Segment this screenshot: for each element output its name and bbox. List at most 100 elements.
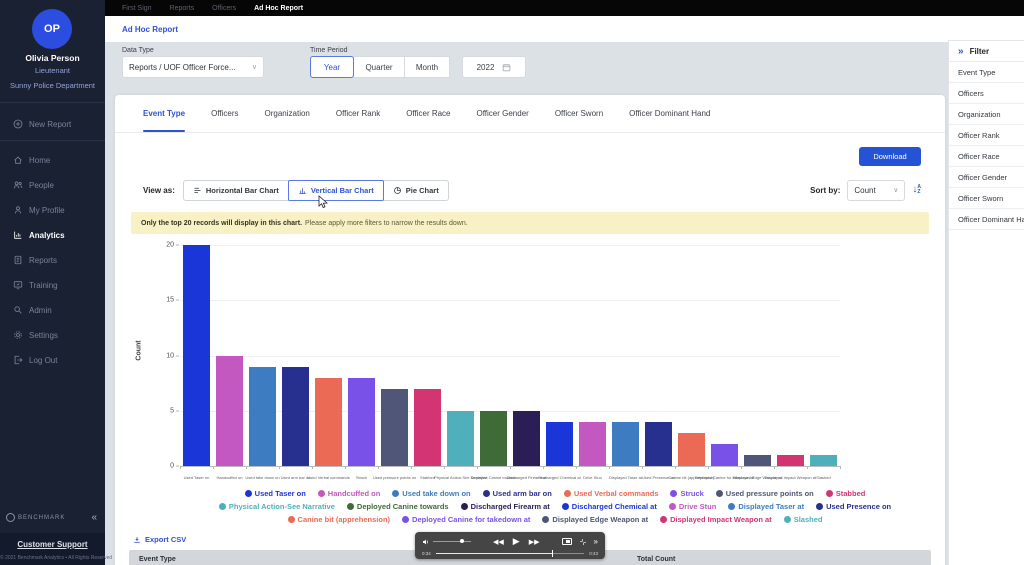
sidebar-item-log-out[interactable]: Log Out [13, 353, 57, 367]
filter-item-event-type[interactable]: Event Type [949, 62, 1024, 83]
bar-displayed-edge-weapon-at[interactable] [744, 454, 771, 466]
data-type-dropdown[interactable]: Reports / UOF Officer Force... ∨ [122, 56, 264, 78]
legend-item: Deployed Canine for takedown at [402, 515, 530, 524]
new-report-button[interactable]: New Report [13, 117, 71, 131]
expand-chevrons-icon[interactable]: » [593, 537, 598, 546]
tab-officer-sworn[interactable]: Officer Sworn [554, 109, 604, 118]
legend-label: Used Verbal commands [573, 489, 659, 498]
left-sidebar: OP Olivia Person Lieutenant Sunny Police… [0, 0, 112, 565]
bar-used-arm-bar-on[interactable] [282, 366, 309, 466]
view-horizontal-bar-chart-button[interactable]: Horizontal Bar Chart [182, 179, 289, 201]
logout-icon [14, 355, 23, 365]
tab-organization[interactable]: Organization [264, 109, 310, 118]
year-picker[interactable]: 2022 [462, 56, 526, 78]
filter-item-officers[interactable]: Officers [949, 83, 1024, 104]
legend-label: Displayed Edge Weapon at [552, 515, 649, 524]
filter-item-officer-dominant-hand[interactable]: Officer Dominant Hand [949, 209, 1024, 230]
customer-support-link[interactable]: Customer Support [17, 540, 88, 549]
bar-deployed-canine-for-takedown-at[interactable] [711, 443, 738, 466]
tab-officers[interactable]: Officers [211, 109, 239, 118]
tab-officer-rank[interactable]: Officer Rank [335, 109, 381, 118]
bar-displayed-taser-at[interactable] [612, 421, 639, 466]
bar-used-verbal-commands[interactable] [315, 377, 342, 466]
bar-discharged-firearm-at[interactable] [513, 410, 540, 466]
filter-item-officer-rank[interactable]: Officer Rank [949, 125, 1024, 146]
sort-direction-icon[interactable]: ↓ A Z [912, 184, 921, 195]
volume-icon[interactable] [422, 538, 430, 546]
sidebar-item-reports[interactable]: Reports [13, 253, 57, 267]
top-tab-officers[interactable]: Officers [212, 4, 237, 12]
bar-struck[interactable] [348, 377, 375, 466]
legend-item: Discharged Chemical at [561, 502, 657, 511]
sidebar-item-my-profile[interactable]: My Profile [13, 203, 65, 217]
time-period-month[interactable]: Month [404, 56, 450, 78]
bar-drive-stun[interactable] [579, 421, 606, 466]
x-tickmark [411, 466, 412, 469]
user-department: Sunny Police Department [9, 81, 96, 90]
bar-displayed-impact-weapon-at[interactable] [777, 454, 804, 466]
tab-officer-race[interactable]: Officer Race [406, 109, 451, 118]
view-vertical-bar-chart-button[interactable]: Vertical Bar Chart [287, 179, 384, 201]
export-csv-link[interactable]: Export CSV [133, 535, 186, 544]
filter-item-officer-gender[interactable]: Officer Gender [949, 167, 1024, 188]
bar-canine-bit-apprehension-[interactable] [678, 432, 705, 466]
bar-slashed[interactable] [810, 454, 837, 466]
bar-discharged-chemical-at[interactable] [546, 421, 573, 466]
bar-used-taser-on[interactable] [183, 245, 210, 466]
legend-dot-icon [563, 490, 571, 497]
sidebar-item-training[interactable]: Training [13, 278, 58, 292]
legend-dot-icon [482, 490, 490, 497]
bar-deployed-canine-towards[interactable] [480, 410, 507, 466]
time-period-year[interactable]: Year [310, 56, 354, 78]
rewind-button[interactable]: ◀◀ [493, 538, 504, 546]
play-button[interactable]: ▶ [512, 536, 520, 546]
legend-item: Used pressure points on [715, 489, 814, 498]
bar-stabbed[interactable] [414, 388, 441, 466]
y-tickmark [176, 410, 179, 412]
legend-dot-icon [392, 490, 400, 497]
x-tickmark [609, 466, 610, 469]
tab-event-type[interactable]: Event Type [143, 95, 186, 132]
sidebar-item-people[interactable]: People [13, 178, 54, 192]
sidebar-item-analytics[interactable]: Analytics [13, 228, 65, 242]
legend-dot-icon [715, 490, 723, 497]
filter-item-officer-sworn[interactable]: Officer Sworn [949, 188, 1024, 209]
avatar[interactable]: OP [32, 9, 72, 49]
column-total-count: Total Count [637, 556, 676, 563]
filter-item-organization[interactable]: Organization [949, 104, 1024, 125]
collapse-filter-icon[interactable]: » [958, 45, 964, 57]
top-tab-reports[interactable]: Reports [169, 4, 195, 12]
view-pie-chart-button[interactable]: Pie Chart [382, 179, 449, 201]
breadcrumb[interactable]: Ad Hoc Report [122, 25, 178, 34]
shrink-icon[interactable] [579, 533, 587, 551]
bar-used-take-down-on[interactable] [249, 366, 276, 466]
sort-dropdown[interactable]: Count ∨ [847, 179, 906, 201]
time-period-quarter[interactable]: Quarter [353, 56, 405, 78]
total-time: 0:43 [589, 550, 598, 556]
x-tickmark [279, 466, 280, 469]
top-tab-first-sign[interactable]: First Sign [122, 4, 152, 12]
download-button[interactable]: Download [859, 147, 921, 166]
reports-icon [14, 255, 22, 265]
sidebar-item-home[interactable]: Home [13, 153, 50, 167]
picture-in-picture-icon[interactable] [561, 538, 572, 545]
bar-handcuffed-on[interactable] [216, 355, 243, 466]
bar-used-pressure-points-on[interactable] [381, 388, 408, 466]
sort-value: Count [854, 185, 876, 195]
volume-slider[interactable] [433, 539, 471, 543]
top-tab-ad-hoc-report[interactable]: Ad Hoc Report [254, 4, 304, 12]
y-tickmark [176, 465, 179, 467]
fast-forward-button[interactable]: ▶▶ [528, 538, 540, 546]
sidebar-item-admin[interactable]: Admin [13, 303, 52, 317]
bar-used-presence-on[interactable] [645, 421, 672, 466]
tab-officer-gender[interactable]: Officer Gender [476, 109, 529, 118]
progress-bar[interactable] [435, 549, 585, 557]
x-label: Discharged Chemical at [538, 474, 581, 480]
sidebar-collapse-icon[interactable]: « [91, 512, 98, 523]
filter-item-officer-race[interactable]: Officer Race [949, 146, 1024, 167]
sidebar-item-settings[interactable]: Settings [13, 328, 58, 342]
bar-physical-action-see-narrative[interactable] [447, 410, 474, 466]
y-tickmark [176, 299, 179, 301]
tab-officer-dominant-hand[interactable]: Officer Dominant Hand [629, 109, 711, 118]
